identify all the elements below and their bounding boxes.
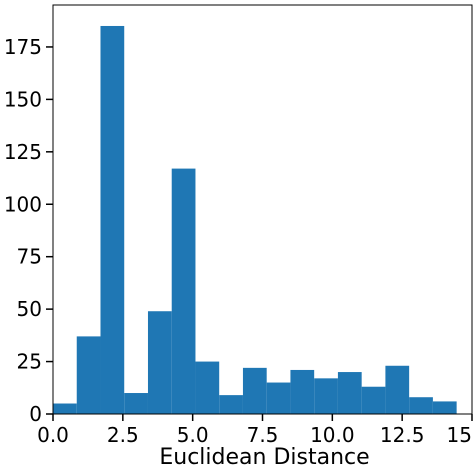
histogram-bar <box>100 25 125 414</box>
histogram-bar <box>147 311 172 414</box>
histogram-bar <box>314 378 338 414</box>
histogram-bar <box>242 367 267 414</box>
histogram-bar <box>124 393 148 414</box>
histogram-bar <box>361 386 386 414</box>
histogram-bar <box>432 401 457 414</box>
x-tick-label: 0.0 <box>37 423 69 447</box>
histogram-bar <box>76 336 101 414</box>
x-tick-label: 2.5 <box>107 423 139 447</box>
x-tick-label: 7.5 <box>247 423 279 447</box>
histogram-bar <box>171 168 196 414</box>
histogram-bar <box>385 365 410 414</box>
y-tick-label: 25 <box>17 350 42 374</box>
y-tick-label: 100 <box>4 192 42 216</box>
histogram-bar <box>409 397 433 414</box>
histogram-bar <box>266 382 291 414</box>
x-tick-label: 12.5 <box>380 423 425 447</box>
x-tick-label: 15 <box>447 423 472 447</box>
y-tick-label: 175 <box>4 35 42 59</box>
y-tick-label: 50 <box>17 297 42 321</box>
y-axis: 0 25 50 75 100 125 150 175 <box>4 35 53 426</box>
x-tick-label: 5.0 <box>177 423 209 447</box>
histogram-bar <box>53 403 77 414</box>
x-tick-label: 10.0 <box>310 423 355 447</box>
x-axis: 0.0 2.5 5.0 7.5 10.0 12.5 15 <box>37 414 473 447</box>
histogram-bar <box>195 361 220 414</box>
histogram-bar <box>219 395 243 414</box>
bars-group <box>53 25 457 414</box>
x-axis-label: Euclidean Distance <box>159 445 369 470</box>
histogram-bar <box>337 372 362 414</box>
y-tick-label: 150 <box>4 87 42 111</box>
plot-frame <box>52 4 473 415</box>
y-tick-label: 75 <box>17 245 42 269</box>
y-tick-label: 0 <box>29 402 42 426</box>
histogram-bar <box>290 369 315 414</box>
y-tick-label: 125 <box>4 140 42 164</box>
